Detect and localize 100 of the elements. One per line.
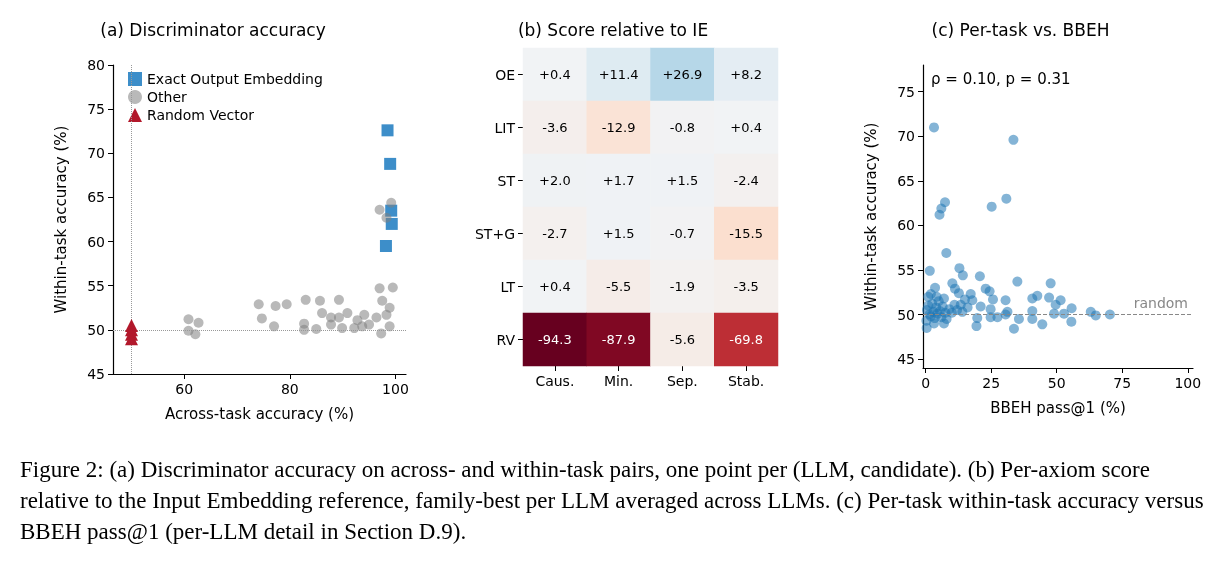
- ref-line-label: random: [1133, 294, 1188, 311]
- data-label: +26.9: [662, 67, 703, 82]
- y-tick-label: ST: [497, 172, 516, 189]
- legend-label: Random Vector: [147, 107, 255, 123]
- point: [190, 329, 201, 340]
- chart-title: (a) Discriminator accuracy: [100, 19, 326, 40]
- y-tick-label: 45: [87, 366, 105, 382]
- y-tick-label: 50: [87, 321, 105, 338]
- data-label: -3.5: [733, 279, 759, 294]
- y-tick-label: 75: [87, 101, 105, 118]
- x-tick-label: 80: [280, 381, 299, 397]
- point: [193, 317, 204, 328]
- x-tick-label: 100: [382, 381, 409, 397]
- data-label: -3.6: [542, 120, 568, 135]
- y-tick-label: 80: [87, 57, 105, 73]
- data-label: +1.5: [666, 173, 699, 188]
- point: [314, 295, 325, 306]
- legend-label: Other: [147, 89, 187, 105]
- x-tick-label: 100: [1174, 375, 1202, 391]
- point: [269, 321, 280, 332]
- point: [281, 299, 292, 310]
- point: [381, 124, 394, 137]
- point: [359, 309, 370, 320]
- x-tick-label: 50: [1047, 375, 1066, 391]
- point: [333, 294, 344, 305]
- point: [376, 328, 387, 339]
- chart-title: (c) Per-task vs. BBEH: [931, 19, 1110, 40]
- point: [299, 324, 310, 335]
- point: [387, 282, 398, 293]
- point: [386, 197, 397, 208]
- y-tick-label: 60: [897, 217, 915, 234]
- y-tick-label: RV: [496, 331, 516, 348]
- x-tick-label: Min.: [603, 373, 634, 389]
- point: [337, 323, 348, 334]
- data-label: +0.4: [539, 279, 571, 294]
- data-label: -87.9: [601, 332, 636, 347]
- y-tick-label: 70: [897, 128, 915, 145]
- point: [326, 319, 337, 330]
- data-label: -2.4: [733, 173, 759, 188]
- data-label: -12.9: [601, 120, 636, 135]
- data-label: -15.5: [729, 226, 763, 241]
- point: [342, 308, 353, 319]
- y-tick-label: ST+G: [474, 225, 515, 242]
- point: [384, 321, 395, 332]
- data-label: +0.4: [730, 120, 762, 135]
- data-label: -2.7: [542, 226, 568, 241]
- x-axis-title: BBEH pass@1 (%): [990, 398, 1126, 417]
- data-label: +11.4: [598, 67, 639, 82]
- point: [384, 157, 397, 170]
- y-tick-label: 65: [897, 172, 915, 189]
- x-tick-label: Stab.: [727, 373, 765, 389]
- y-tick-label: 70: [87, 145, 105, 162]
- y-tick-label: 55: [87, 277, 105, 294]
- x-tick-label: 60: [175, 381, 194, 397]
- point: [377, 295, 388, 306]
- point: [374, 204, 385, 215]
- data-label: +0.4: [539, 67, 571, 82]
- point: [253, 299, 264, 310]
- point: [256, 313, 267, 324]
- caption: Figure 2: (a) Discriminator accuracy on across- and within-task pairs, one point per (LLM, candidate). (b) Per-axiom score relative to the Input Embedding reference, family-best per LLM averaged across LLMs. (c) Per-task within-task accuracy versus BBEH pass@1 (per-LLM detail in Section D.9).: [20, 456, 1205, 546]
- point: [374, 283, 385, 294]
- annotation: ρ = 0.10, p = 0.31: [931, 69, 1071, 88]
- data-label: -5.6: [669, 332, 696, 347]
- data-label: -5.5: [605, 279, 632, 294]
- data-label: +8.2: [730, 67, 762, 82]
- y-tick-label: 50: [897, 306, 915, 323]
- data-label: +1.5: [602, 226, 635, 241]
- point: [371, 312, 382, 323]
- y-tick-label: 55: [897, 261, 915, 278]
- point: [379, 239, 392, 252]
- point: [385, 204, 398, 217]
- data-label: -69.8: [729, 332, 763, 347]
- x-tick-label: 0: [921, 375, 931, 391]
- point: [357, 321, 368, 332]
- data-label: -0.8: [669, 120, 696, 135]
- point: [381, 212, 392, 223]
- point: [183, 314, 194, 325]
- y-tick-label: LIT: [494, 119, 516, 136]
- y-tick-label: 60: [87, 233, 105, 250]
- x-axis-title: Across-task accuracy (%): [164, 404, 355, 423]
- chart-title: (b) Score relative to IE: [517, 19, 709, 40]
- point: [270, 301, 281, 312]
- data-label: -1.9: [669, 279, 696, 294]
- y-axis-title: Within-task accuracy (%): [861, 122, 880, 311]
- y-tick-label: OE: [495, 66, 515, 83]
- point: [333, 312, 344, 323]
- data-label: -94.3: [538, 332, 572, 347]
- data-label: +1.7: [602, 173, 635, 188]
- data-label: -0.7: [669, 226, 696, 241]
- y-tick-label: 65: [87, 189, 105, 206]
- legend-label: Exact Output Embedding: [147, 71, 323, 87]
- x-tick-label: Sep.: [666, 373, 698, 389]
- point: [311, 323, 322, 334]
- point: [385, 217, 398, 230]
- y-tick-label: 75: [897, 83, 915, 100]
- x-tick-label: Caus.: [535, 373, 575, 389]
- data-label: +2.0: [539, 173, 571, 188]
- point: [381, 309, 392, 320]
- y-axis-title: Within-task accuracy (%): [51, 125, 70, 314]
- x-tick-label: 75: [1113, 375, 1132, 391]
